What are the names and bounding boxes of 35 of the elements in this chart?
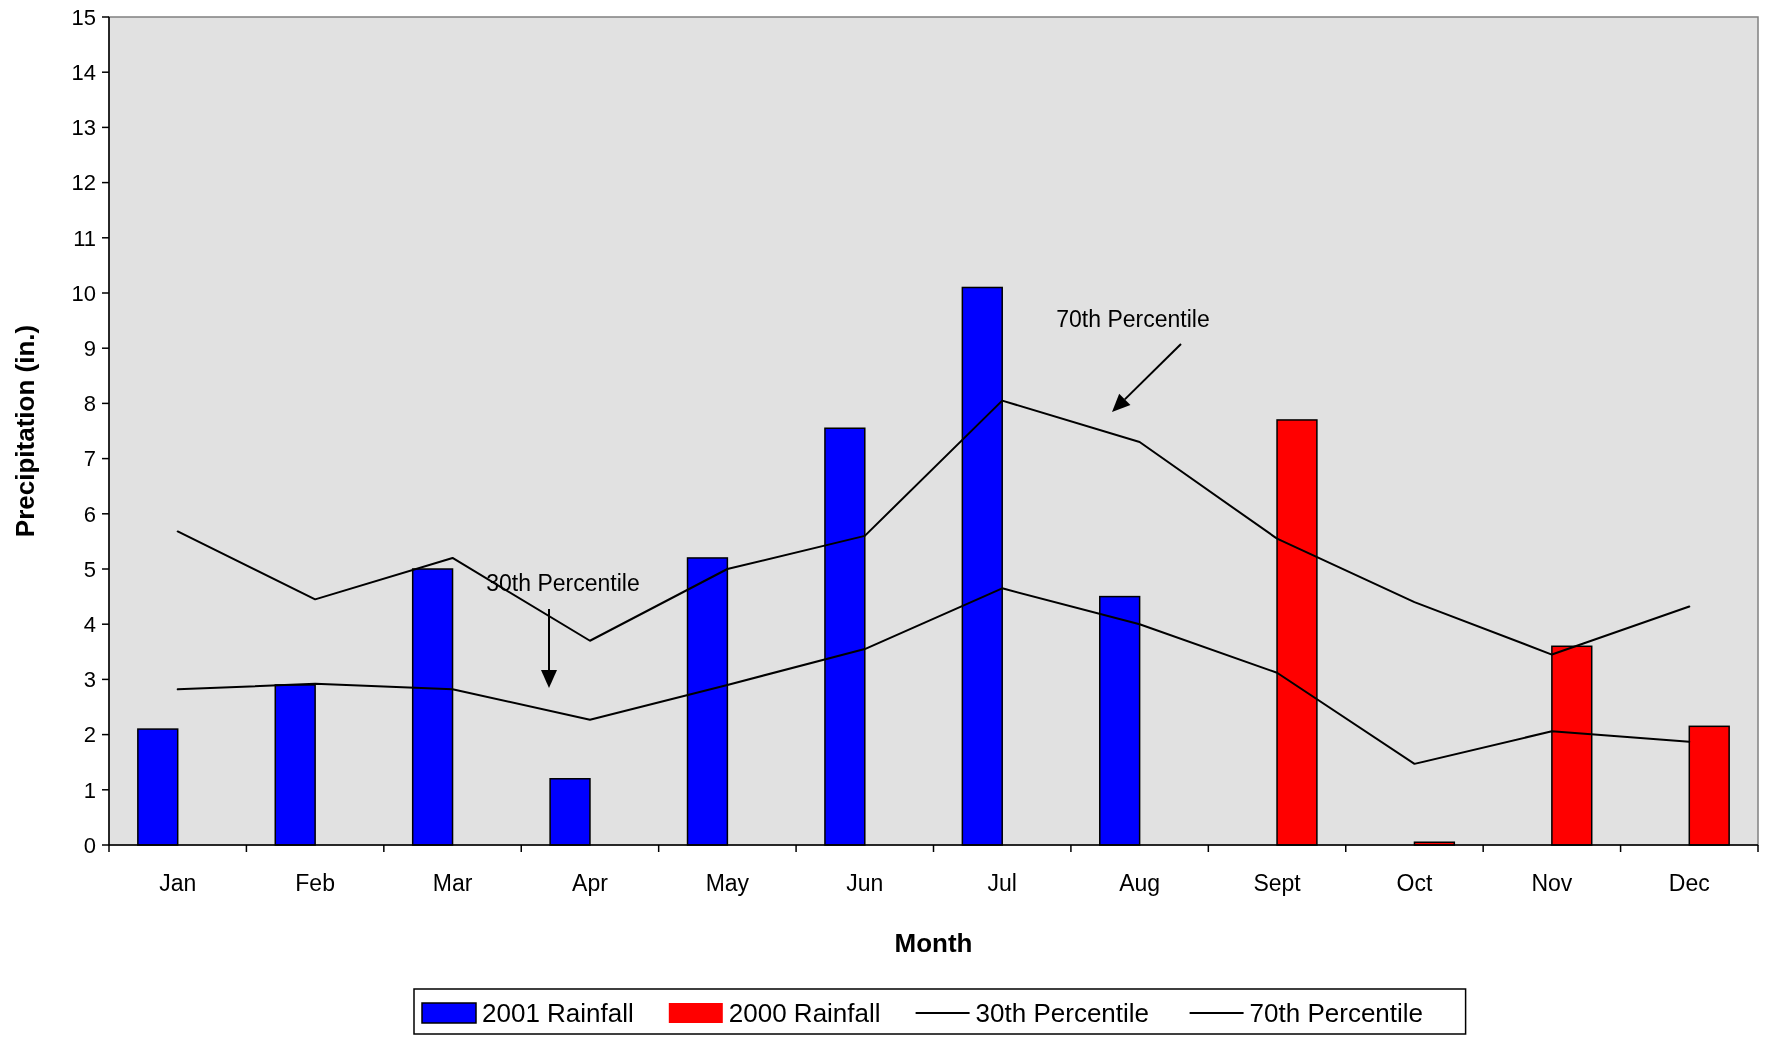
y-tick-label: 15	[71, 4, 96, 30]
y-tick-label: 6	[83, 501, 96, 527]
y-tick-label: 0	[83, 832, 96, 858]
x-tick-label: Jan	[159, 870, 197, 896]
x-tick-label: Oct	[1396, 870, 1433, 896]
x-tick-label: Apr	[572, 870, 609, 896]
x-tick-label: Aug	[1119, 870, 1161, 896]
legend-label: 2001 Rainfall	[482, 998, 634, 1029]
x-tick-label: Jul	[987, 870, 1017, 896]
x-tick-label: Mar	[432, 870, 473, 896]
y-tick-label: 2	[83, 722, 96, 748]
y-tick-label: 7	[83, 446, 96, 472]
y-tick-label: 12	[71, 170, 96, 196]
y-tick-label: 10	[71, 280, 96, 306]
y-tick-label: 3	[83, 667, 96, 693]
x-tick-label: Nov	[1531, 870, 1573, 896]
y-tick-label: 5	[83, 556, 96, 582]
x-tick-label: Dec	[1668, 870, 1710, 896]
y-tick-label: 14	[71, 59, 96, 85]
y-tick-label: 11	[73, 225, 96, 251]
x-tick-label: May	[705, 870, 750, 896]
legend-label: 2000 Rainfall	[728, 998, 881, 1029]
legend-label: 70th Percentile	[1249, 998, 1424, 1029]
y-axis-title: Precipitation (in.)	[10, 324, 40, 538]
y-tick-label: 4	[83, 611, 96, 637]
y-tick-label: 9	[83, 335, 96, 361]
y-tick-label: 8	[83, 391, 96, 417]
y-tick-label: 1	[83, 777, 96, 803]
y-tick-label: 13	[71, 115, 96, 141]
x-tick-label: Feb	[295, 870, 335, 896]
x-tick-label: Jun	[846, 870, 884, 896]
x-tick-label: Sept	[1253, 870, 1302, 896]
legend-label: 30th Percentile	[975, 998, 1150, 1029]
annotation: 70th Percentile	[1056, 306, 1210, 333]
x-axis-title: Month	[894, 928, 973, 958]
